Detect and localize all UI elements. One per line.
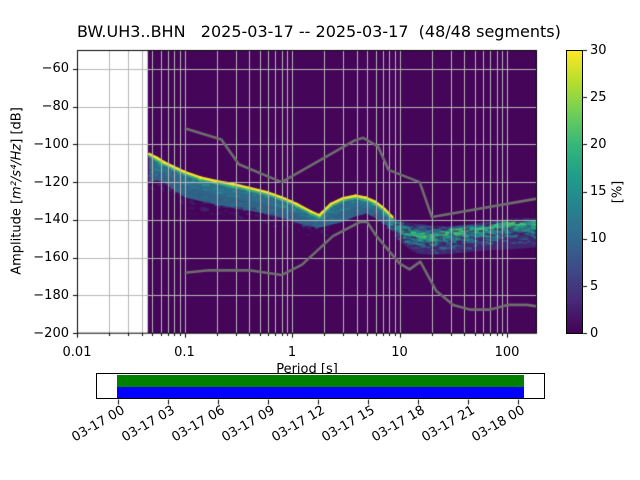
x-axis-tick-label: 0.01 [62,345,92,360]
colorbar-tick-label: 30 [590,42,607,58]
colorbar [566,50,583,334]
colorbar-tick-label: 5 [590,278,599,294]
y-axis-tick-label: −160 [33,250,69,266]
y-axis-label-units: m²/s⁴/Hz [9,143,25,199]
colorbar-tick-label: 10 [590,231,607,247]
y-axis-tick-label: −120 [33,174,69,190]
y-axis-tick-label: −100 [33,136,69,152]
x-axis-tick-label: 10 [391,345,408,360]
y-axis-tick-label: −140 [33,212,69,228]
colorbar-unit-label: [%] [610,180,626,204]
timeline-coverage-bar-green [117,375,524,387]
colorbar-tick-label: 20 [590,136,607,152]
y-axis-tick-label: −180 [33,287,69,303]
y-axis-tick-label: −60 [41,61,69,77]
plot-title: BW.UH3..BHN 2025-03-17 -- 2025-03-17 (48… [77,22,561,41]
colorbar-tick-label: 25 [590,89,607,105]
x-axis-tick-label: 100 [494,345,520,360]
colorbar-tick-label: 0 [590,325,599,341]
x-axis-tick-label: 0.1 [174,345,195,360]
colorbar-tick-label: 15 [590,184,607,200]
y-axis-tick-label: −200 [33,325,69,341]
x-axis-tick-label: 1 [287,345,297,360]
timeline-coverage-bar-blue [117,386,524,398]
y-axis-tick-label: −80 [41,99,69,115]
